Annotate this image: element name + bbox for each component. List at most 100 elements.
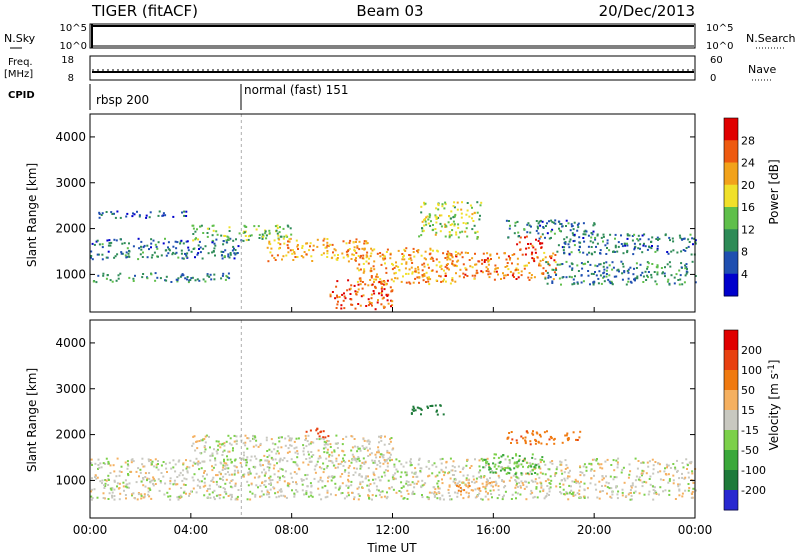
range-cell — [450, 498, 453, 501]
range-cell — [208, 435, 210, 438]
range-cell — [198, 468, 201, 471]
range-cell — [580, 262, 583, 265]
range-cell — [329, 446, 332, 448]
range-cell — [353, 284, 356, 287]
range-cell — [360, 295, 363, 298]
range-cell — [225, 274, 228, 277]
range-cell — [478, 459, 481, 462]
range-cell — [525, 498, 528, 501]
range-cell — [192, 248, 195, 250]
range-cell — [509, 270, 512, 273]
range-cell — [460, 490, 462, 493]
range-cell — [167, 495, 170, 498]
range-cell — [93, 243, 96, 246]
range-cell — [457, 223, 460, 226]
range-cell — [374, 308, 377, 311]
range-cell — [590, 477, 593, 480]
range-cell — [515, 278, 518, 280]
range-cell — [519, 248, 522, 251]
range-cell — [239, 462, 242, 464]
range-cell — [651, 485, 654, 488]
range-cell — [367, 284, 370, 287]
range-cell — [536, 496, 539, 499]
range-cell — [365, 477, 367, 480]
range-cell — [208, 484, 211, 487]
range-cell — [344, 297, 347, 300]
range-cell — [666, 251, 669, 253]
range-cell — [204, 448, 207, 451]
range-cell — [378, 280, 381, 283]
range-cell — [127, 473, 129, 475]
range-cell — [535, 487, 538, 490]
range-cell — [648, 490, 651, 493]
range-cell — [592, 230, 595, 233]
range-cell — [637, 478, 640, 481]
range-cell — [646, 461, 649, 464]
range-cell — [150, 463, 153, 466]
range-cell — [154, 272, 157, 275]
range-cell — [159, 481, 162, 484]
range-cell — [347, 279, 350, 282]
range-cell — [651, 458, 654, 461]
power-feature-1 — [90, 237, 243, 261]
range-cell — [689, 461, 692, 464]
range-cell — [522, 465, 524, 468]
range-cell — [388, 487, 391, 490]
range-cell — [594, 236, 597, 239]
range-cell — [611, 268, 614, 271]
colorbar-swatch — [724, 470, 738, 491]
range-cell — [567, 222, 570, 225]
range-cell — [508, 472, 511, 475]
range-cell — [326, 489, 329, 492]
range-cell — [635, 267, 638, 269]
range-cell — [306, 485, 309, 488]
range-cell — [370, 293, 373, 296]
range-cell — [429, 247, 432, 250]
range-cell — [652, 498, 655, 501]
range-cell — [166, 471, 168, 473]
range-cell — [198, 248, 200, 250]
range-cell — [373, 292, 376, 295]
range-cell — [176, 476, 179, 478]
range-cell — [214, 457, 217, 460]
range-cell — [229, 253, 232, 256]
range-cell — [150, 256, 153, 259]
range-cell — [198, 480, 201, 483]
range-cell — [576, 223, 579, 226]
power-feature-12 — [556, 233, 697, 256]
range-cell — [229, 493, 232, 496]
range-cell — [548, 220, 550, 223]
range-cell — [354, 259, 357, 262]
range-cell — [152, 477, 155, 480]
range-cell — [386, 299, 389, 302]
range-cell — [579, 496, 582, 499]
range-cell — [473, 277, 476, 280]
range-cell — [423, 224, 426, 227]
range-cell — [210, 454, 213, 457]
range-cell — [528, 279, 531, 281]
range-cell — [455, 254, 458, 256]
range-cell — [412, 281, 415, 284]
range-cell — [191, 476, 194, 479]
range-cell — [160, 254, 163, 257]
range-cell — [641, 485, 644, 488]
range-cell — [247, 473, 250, 476]
range-cell — [370, 275, 373, 277]
range-cell — [333, 450, 336, 453]
range-cell — [387, 302, 390, 305]
range-cell — [194, 238, 197, 241]
range-cell — [218, 485, 220, 488]
range-cell — [330, 493, 332, 496]
range-cell — [278, 479, 281, 482]
range-cell — [281, 475, 284, 478]
range-cell — [476, 236, 479, 238]
range-cell — [544, 236, 546, 239]
range-cell — [631, 482, 634, 485]
range-cell — [157, 214, 160, 217]
range-cell — [421, 484, 424, 487]
range-cell — [461, 488, 463, 491]
range-cell — [149, 459, 152, 461]
range-cell — [168, 487, 171, 490]
range-cell — [610, 496, 613, 499]
range-cell — [180, 495, 183, 498]
